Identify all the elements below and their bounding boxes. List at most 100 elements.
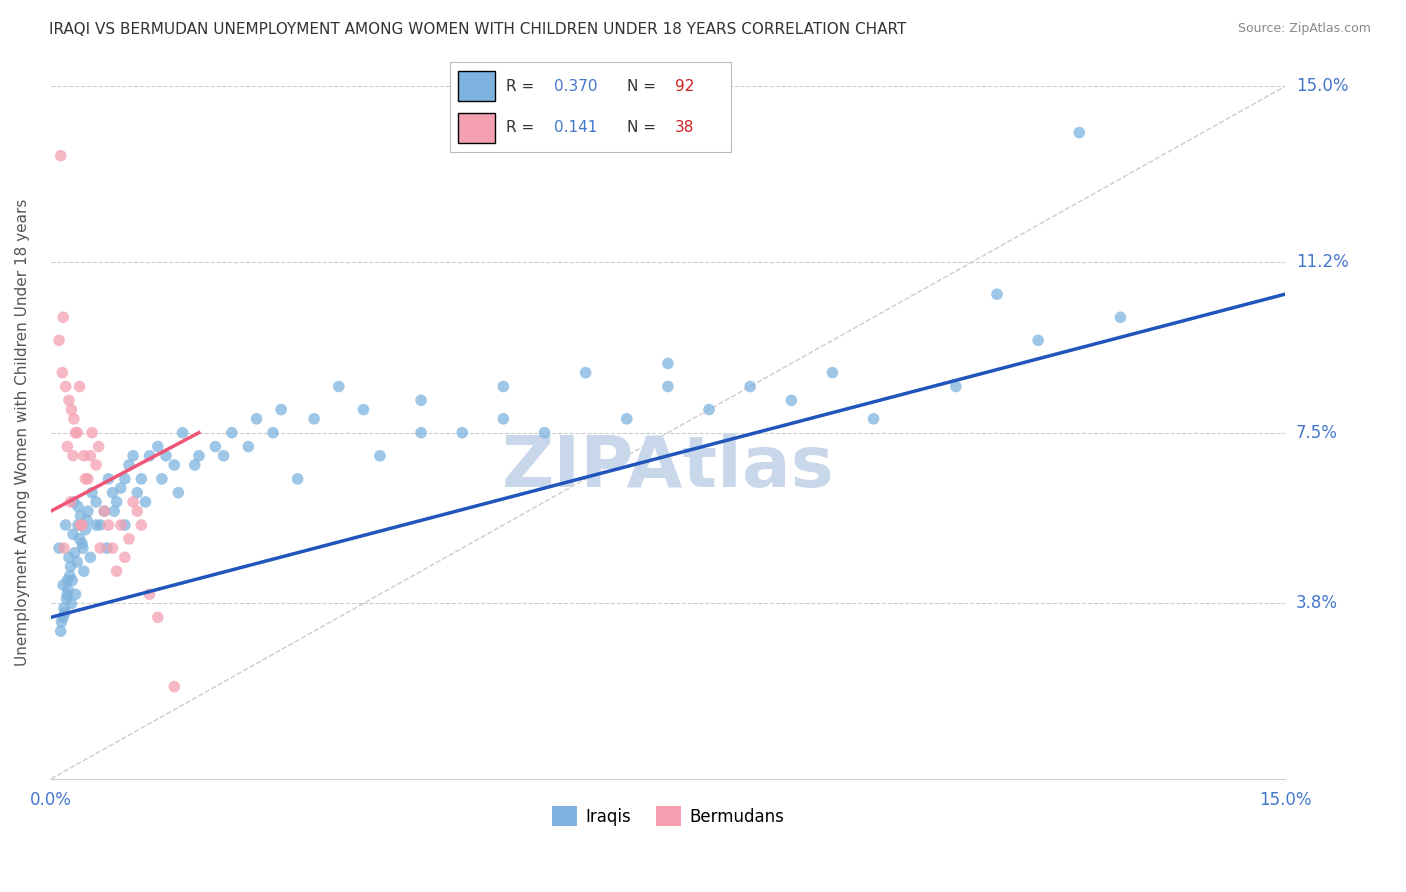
Point [131,518,153,533]
Text: 92: 92 [675,79,695,94]
Point [163,680,186,694]
Point [62,527,84,541]
Point [58,393,80,408]
Point [492,379,515,393]
Text: N =: N = [627,79,661,94]
Point [245,412,267,426]
Point [75,523,97,537]
Point [53,606,76,620]
Point [986,287,1008,301]
Point [353,402,375,417]
Point [65,587,87,601]
Text: N =: N = [627,120,661,135]
Point [79,550,101,565]
Point [118,458,141,472]
Point [59,569,82,583]
Point [63,546,86,560]
Point [84,458,107,472]
Point [204,440,226,454]
Point [93,504,115,518]
Point [69,379,91,393]
Text: 0.141: 0.141 [554,120,598,135]
Point [60,402,83,417]
Point [657,356,679,370]
Point [52,610,75,624]
Point [150,472,173,486]
Point [616,412,638,426]
Point [155,449,177,463]
Point [66,555,89,569]
Point [76,504,98,518]
Point [48,541,70,555]
Point [270,402,292,417]
Point [212,449,235,463]
Legend: Iraqis, Bermudans: Iraqis, Bermudans [546,799,790,833]
Point [69,518,91,533]
Point [76,472,98,486]
Point [697,402,720,417]
Point [105,495,128,509]
Text: R =: R = [506,120,540,135]
Point [368,449,391,463]
Point [172,425,194,440]
Point [79,449,101,463]
Point [89,518,111,533]
Point [49,149,72,163]
Point [56,587,79,601]
Point [55,518,77,533]
Point [1109,310,1132,325]
Text: 3.8%: 3.8% [1296,594,1339,613]
Point [105,564,128,578]
Y-axis label: Unemployment Among Women with Children Under 18 years: Unemployment Among Women with Children U… [15,199,30,666]
Point [122,495,145,509]
Point [84,518,107,533]
Point [492,412,515,426]
Point [114,472,136,486]
Point [302,412,325,426]
Point [63,412,86,426]
Text: 38: 38 [675,120,695,135]
Point [69,508,91,523]
Point [103,504,125,518]
Point [70,518,93,533]
Point [97,472,120,486]
Point [163,458,186,472]
Point [72,541,94,555]
Point [60,597,83,611]
Point [63,495,86,509]
Point [184,458,207,472]
Point [262,425,284,440]
Point [69,532,91,546]
Point [138,449,160,463]
Point [409,393,432,408]
Point [70,536,93,550]
Point [146,440,169,454]
Point [533,425,555,440]
Point [59,559,82,574]
Point [101,485,124,500]
FancyBboxPatch shape [458,113,495,143]
Point [56,582,79,597]
Point [56,440,79,454]
Point [56,574,79,588]
Point [49,624,72,639]
FancyBboxPatch shape [458,71,495,101]
Text: 7.5%: 7.5% [1296,424,1339,442]
Point [101,541,124,555]
Point [97,518,120,533]
Point [575,366,598,380]
Point [80,485,103,500]
Point [146,610,169,624]
Point [238,440,260,454]
Point [84,495,107,509]
Point [945,379,967,393]
Point [114,518,136,533]
Point [118,532,141,546]
Text: ZIPAtlas: ZIPAtlas [502,433,834,502]
Point [167,485,190,500]
Point [127,485,149,500]
Point [131,472,153,486]
Point [821,366,844,380]
Point [328,379,350,393]
Point [66,425,89,440]
